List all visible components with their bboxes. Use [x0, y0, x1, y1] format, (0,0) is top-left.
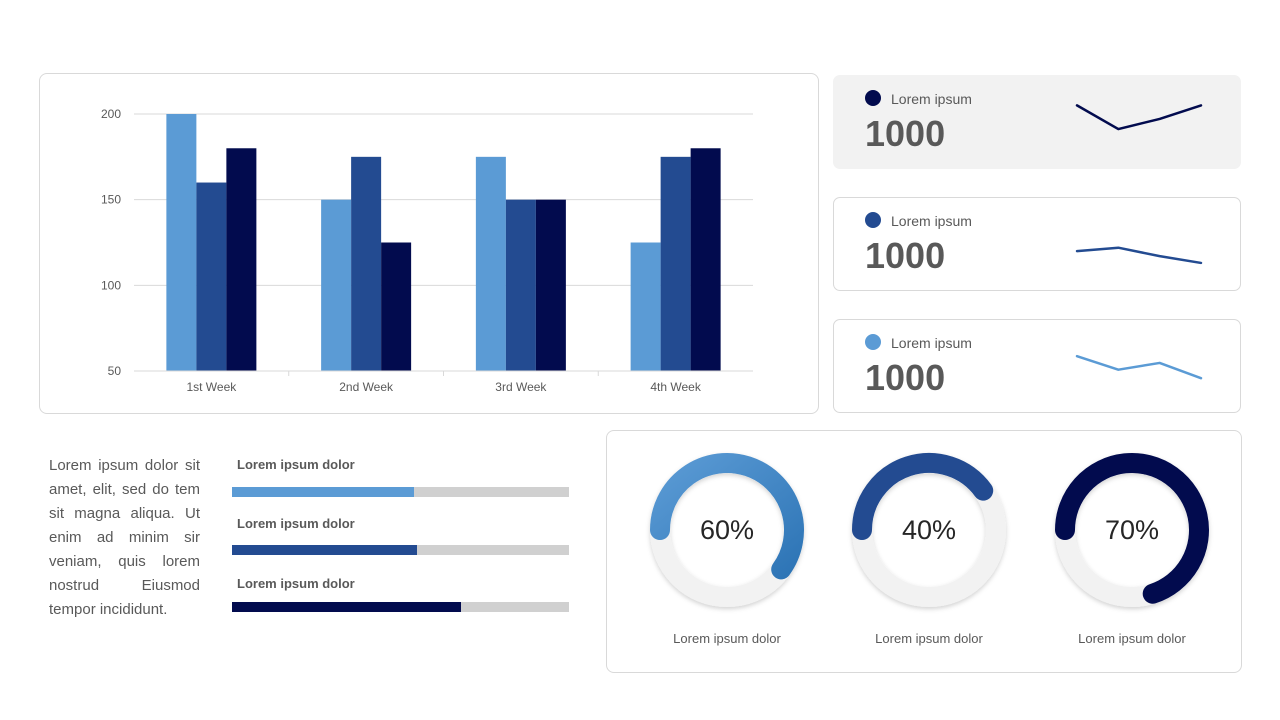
y-tick-label: 100: [101, 278, 121, 292]
x-tick-label: 1st Week: [186, 380, 237, 394]
progress-fill: [232, 487, 414, 497]
bar-chart-panel: 50 100 150 200 1st Week 2nd Week 3rd Week 4th W…: [39, 73, 819, 414]
donut-arc: [650, 453, 804, 580]
y-tick-label: 200: [101, 107, 121, 121]
donut-percent-label: 40%: [901, 514, 957, 545]
kpi-card-1[interactable]: Lorem ipsum 1000: [833, 75, 1241, 169]
sparkline-series: [1075, 354, 1203, 380]
bar: [321, 199, 352, 371]
bar: [196, 182, 227, 371]
donut-ring: [852, 453, 1006, 607]
kpi-value: 1000: [865, 113, 946, 154]
kpi-legend-dot: [865, 334, 881, 350]
kpi-value: 1000: [865, 357, 946, 398]
x-tick-label: 4th Week: [650, 380, 701, 394]
donut-ring: [650, 453, 804, 607]
progress-track: [232, 545, 569, 555]
kpi-legend-dot: [865, 90, 881, 106]
donut-percent-label: 60%: [699, 514, 755, 545]
donut-chart-2: 40%: [844, 445, 1014, 615]
donut-caption: Lorem ipsum dolor: [1078, 631, 1186, 646]
kpi-card-2[interactable]: Lorem ipsum 1000: [833, 197, 1241, 291]
y-tick-label: 50: [108, 364, 122, 378]
progress-fill: [232, 602, 462, 612]
kpi-sparkline: [1075, 246, 1203, 265]
donut-panel: 60% Lorem ipsum dolor 40% Lorem ipsum do…: [606, 430, 1242, 673]
bar: [660, 156, 691, 371]
bar: [226, 148, 257, 371]
bar: [535, 199, 566, 371]
bar: [690, 148, 721, 371]
donut-caption: Lorem ipsum dolor: [875, 631, 983, 646]
progress-fill: [232, 545, 418, 555]
progress-label: Lorem ipsum dolor: [237, 457, 355, 472]
bar: [351, 156, 382, 371]
donut-caption: Lorem ipsum dolor: [673, 631, 781, 646]
x-tick-label: 3rd Week: [495, 380, 547, 394]
sparkline-series: [1075, 246, 1203, 265]
summary-paragraph: Lorem ipsum dolor sit amet, elit, sed do…: [49, 457, 200, 618]
bar: [166, 114, 197, 371]
donut-ring: [1055, 453, 1209, 607]
bar: [381, 242, 412, 371]
kpi-legend-dot: [865, 212, 881, 228]
kpi-value: 1000: [865, 235, 946, 276]
donut-arc: [1055, 453, 1209, 604]
progress-track: [232, 487, 569, 497]
kpi-card-3[interactable]: Lorem ipsum 1000: [833, 319, 1241, 413]
donut-chart-1: 60%: [642, 445, 812, 615]
kpi-label: Lorem ipsum: [891, 335, 972, 351]
donut-arc: [852, 453, 994, 540]
bar: [475, 156, 506, 371]
donut-chart-3: 70%: [1047, 445, 1217, 615]
kpi-label: Lorem ipsum: [891, 91, 972, 107]
kpi-sparkline: [1075, 354, 1203, 380]
bar-chart: 50 100 150 200 1st Week 2nd Week 3rd Week 4th W…: [101, 107, 753, 394]
kpi-sparkline: [1075, 104, 1203, 131]
progress-label: Lorem ipsum dolor: [237, 516, 355, 531]
x-tick-label: 2nd Week: [339, 380, 394, 394]
y-tick-label: 150: [101, 193, 121, 207]
sparkline-series: [1075, 104, 1203, 131]
bar: [630, 242, 661, 371]
kpi-label: Lorem ipsum: [891, 213, 972, 229]
progress-label: Lorem ipsum dolor: [237, 576, 355, 591]
bar: [505, 199, 536, 371]
progress-track: [232, 602, 569, 612]
donut-percent-label: 70%: [1104, 514, 1160, 545]
